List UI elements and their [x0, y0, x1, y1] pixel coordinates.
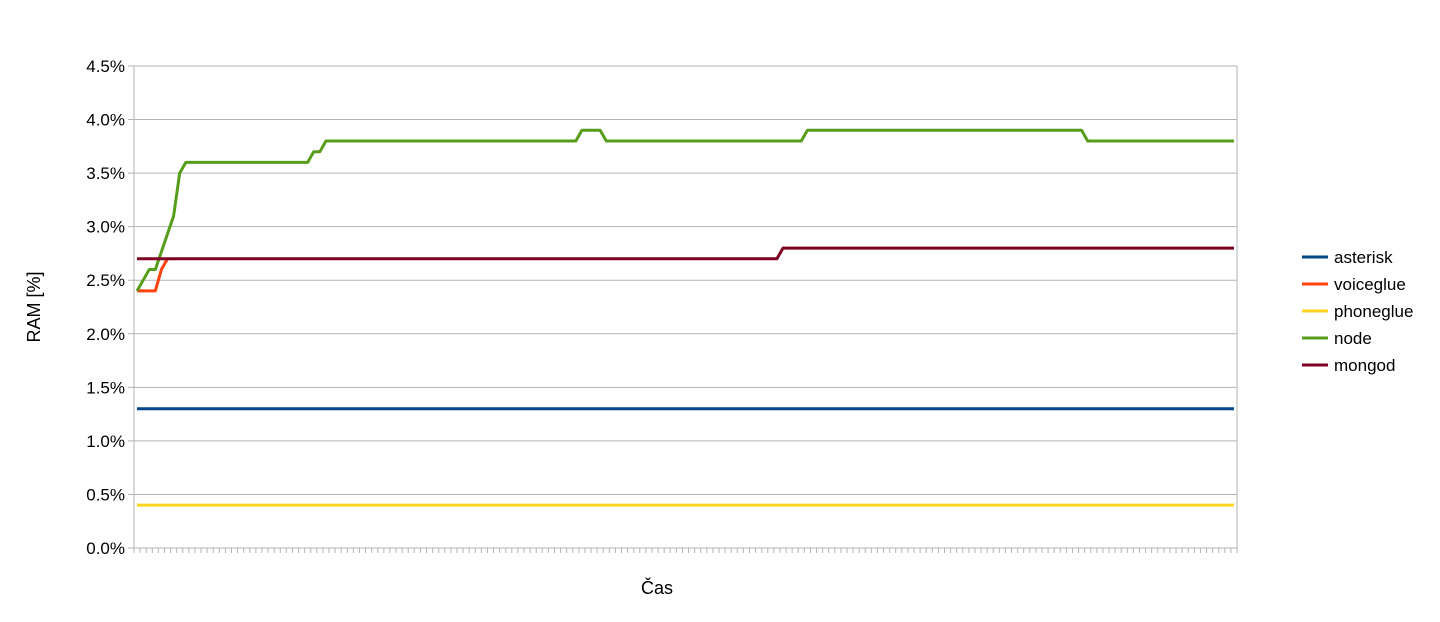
x-axis-ticks — [133, 548, 1238, 553]
x-axis-title: Čas — [641, 577, 673, 598]
y-tick-label: 4.5% — [86, 57, 125, 76]
y-tick-label: 1.5% — [86, 378, 125, 397]
legend-label-asterisk: asterisk — [1334, 248, 1393, 267]
legend: asterisk voiceglue phoneglue node mongod — [1302, 248, 1413, 375]
y-axis-title: RAM [%] — [24, 271, 44, 342]
series-line-mongod — [137, 246, 1234, 261]
y-tick-label: 3.0% — [86, 218, 125, 237]
y-tick-label: 1.0% — [86, 432, 125, 451]
legend-label-node: node — [1334, 329, 1372, 348]
y-tick-label: 2.5% — [86, 271, 125, 290]
plot-frame — [133, 65, 1238, 549]
y-tick-label: 4.0% — [86, 111, 125, 130]
y-axis-tick-labels: 0.0% 0.5% 1.0% 1.5% 2.0% 2.5% 3.0% 3.5% 4.0% 4.5% — [86, 57, 125, 558]
y-tick-label: 0.5% — [86, 485, 125, 504]
y-tick-label: 0.0% — [86, 539, 125, 558]
legend-label-mongod: mongod — [1334, 356, 1395, 375]
gridlines — [128, 65, 1237, 549]
series-line-voiceglue — [137, 258, 169, 293]
series-line-node — [135, 128, 1234, 292]
series-lines — [135, 128, 1234, 507]
plot-area — [133, 65, 1238, 549]
legend-label-phoneglue: phoneglue — [1334, 302, 1413, 321]
legend-label-voiceglue: voiceglue — [1334, 275, 1406, 294]
y-tick-label: 3.5% — [86, 164, 125, 183]
y-tick-label: 2.0% — [86, 325, 125, 344]
